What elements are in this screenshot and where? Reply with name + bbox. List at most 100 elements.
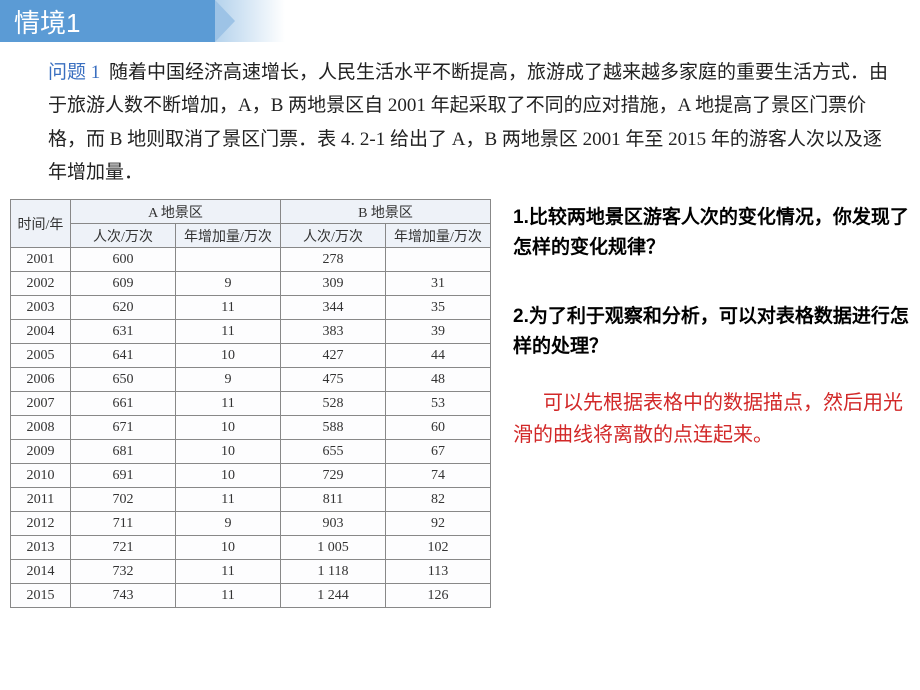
cell-b_incr — [386, 248, 491, 272]
cell-year: 2013 — [11, 536, 71, 560]
cell-b_incr: 113 — [386, 560, 491, 584]
table-row: 2002609930931 — [11, 272, 491, 296]
cell-year: 2009 — [11, 440, 71, 464]
cell-a_incr: 11 — [176, 584, 281, 608]
cell-b_incr: 67 — [386, 440, 491, 464]
cell-a_count: 641 — [71, 344, 176, 368]
table-body: 2001600278200260993093120036201134435200… — [11, 248, 491, 608]
cell-a_incr: 9 — [176, 272, 281, 296]
cell-year: 2014 — [11, 560, 71, 584]
cell-b_count: 475 — [281, 368, 386, 392]
cell-b_incr: 44 — [386, 344, 491, 368]
cell-a_incr: 11 — [176, 488, 281, 512]
cell-a_incr: 10 — [176, 536, 281, 560]
table-row: 2006650947548 — [11, 368, 491, 392]
cell-a_count: 609 — [71, 272, 176, 296]
cell-a_incr: 10 — [176, 416, 281, 440]
cell-a_count: 620 — [71, 296, 176, 320]
cell-b_count: 729 — [281, 464, 386, 488]
cell-a_count: 600 — [71, 248, 176, 272]
th-time: 时间/年 — [11, 200, 71, 248]
cell-a_count: 702 — [71, 488, 176, 512]
cell-b_incr: 82 — [386, 488, 491, 512]
cell-a_count: 721 — [71, 536, 176, 560]
cell-b_count: 344 — [281, 296, 386, 320]
content-row: 时间/年 A 地景区 B 地景区 人次/万次 年增加量/万次 人次/万次 年增加… — [0, 199, 920, 608]
table-row: 2015743111 244126 — [11, 584, 491, 608]
cell-year: 2005 — [11, 344, 71, 368]
cell-year: 2007 — [11, 392, 71, 416]
data-table: 时间/年 A 地景区 B 地景区 人次/万次 年增加量/万次 人次/万次 年增加… — [10, 199, 491, 608]
th-b-count: 人次/万次 — [281, 224, 386, 248]
cell-a_count: 661 — [71, 392, 176, 416]
scenario-header: 情境1 — [0, 0, 215, 42]
cell-b_count: 1 118 — [281, 560, 386, 584]
question-1: 1.比较两地景区游客人次的变化情况，你发现了怎样的变化规律？ — [513, 203, 920, 264]
th-a-incr: 年增加量/万次 — [176, 224, 281, 248]
cell-a_count: 743 — [71, 584, 176, 608]
cell-a_count: 671 — [71, 416, 176, 440]
cell-b_incr: 39 — [386, 320, 491, 344]
cell-a_incr: 11 — [176, 320, 281, 344]
cell-a_count: 631 — [71, 320, 176, 344]
table-row: 20036201134435 — [11, 296, 491, 320]
table-row: 2012711990392 — [11, 512, 491, 536]
cell-b_count: 427 — [281, 344, 386, 368]
cell-year: 2003 — [11, 296, 71, 320]
th-area-b: B 地景区 — [281, 200, 491, 224]
cell-b_incr: 126 — [386, 584, 491, 608]
cell-a_incr: 9 — [176, 512, 281, 536]
question-2: 2.为了利于观察和分析，可以对表格数据进行怎样的处理？ — [513, 302, 920, 363]
cell-a_incr: 10 — [176, 440, 281, 464]
cell-b_count: 528 — [281, 392, 386, 416]
answer-text: 可以先根据表格中的数据描点，然后用光滑的曲线将离散的点连起来。 — [513, 387, 920, 451]
cell-b_incr: 53 — [386, 392, 491, 416]
table-row: 20096811065567 — [11, 440, 491, 464]
table-row: 20106911072974 — [11, 464, 491, 488]
cell-a_incr: 9 — [176, 368, 281, 392]
table-row: 2001600278 — [11, 248, 491, 272]
cell-a_count: 732 — [71, 560, 176, 584]
cell-b_incr: 74 — [386, 464, 491, 488]
th-a-count: 人次/万次 — [71, 224, 176, 248]
cell-year: 2006 — [11, 368, 71, 392]
table-row: 20076611152853 — [11, 392, 491, 416]
cell-year: 2012 — [11, 512, 71, 536]
cell-a_incr: 11 — [176, 392, 281, 416]
cell-a_count: 681 — [71, 440, 176, 464]
cell-year: 2001 — [11, 248, 71, 272]
cell-b_count: 903 — [281, 512, 386, 536]
cell-a_incr: 10 — [176, 344, 281, 368]
cell-year: 2011 — [11, 488, 71, 512]
cell-year: 2008 — [11, 416, 71, 440]
th-b-incr: 年增加量/万次 — [386, 224, 491, 248]
cell-a_incr — [176, 248, 281, 272]
cell-year: 2015 — [11, 584, 71, 608]
questions-column: 1.比较两地景区游客人次的变化情况，你发现了怎样的变化规律？ 2.为了利于观察和… — [491, 199, 920, 608]
cell-b_count: 383 — [281, 320, 386, 344]
table-row: 20056411042744 — [11, 344, 491, 368]
cell-b_count: 655 — [281, 440, 386, 464]
cell-b_count: 588 — [281, 416, 386, 440]
cell-b_incr: 60 — [386, 416, 491, 440]
problem-paragraph: 问题 1 随着中国经济高速增长，人民生活水平不断提高，旅游成了越来越多家庭的重要… — [0, 42, 920, 199]
table-row: 20117021181182 — [11, 488, 491, 512]
cell-b_incr: 31 — [386, 272, 491, 296]
scenario-title: 情境1 — [14, 3, 80, 40]
table-row: 2014732111 118113 — [11, 560, 491, 584]
cell-a_incr: 11 — [176, 296, 281, 320]
cell-b_count: 1 005 — [281, 536, 386, 560]
cell-year: 2004 — [11, 320, 71, 344]
cell-b_incr: 92 — [386, 512, 491, 536]
table-row: 2013721101 005102 — [11, 536, 491, 560]
cell-b_incr: 102 — [386, 536, 491, 560]
cell-a_count: 691 — [71, 464, 176, 488]
cell-b_incr: 35 — [386, 296, 491, 320]
data-table-container: 时间/年 A 地景区 B 地景区 人次/万次 年增加量/万次 人次/万次 年增加… — [10, 199, 491, 608]
th-area-a: A 地景区 — [71, 200, 281, 224]
cell-b_incr: 48 — [386, 368, 491, 392]
cell-a_count: 711 — [71, 512, 176, 536]
cell-year: 2002 — [11, 272, 71, 296]
cell-a_count: 650 — [71, 368, 176, 392]
cell-year: 2010 — [11, 464, 71, 488]
